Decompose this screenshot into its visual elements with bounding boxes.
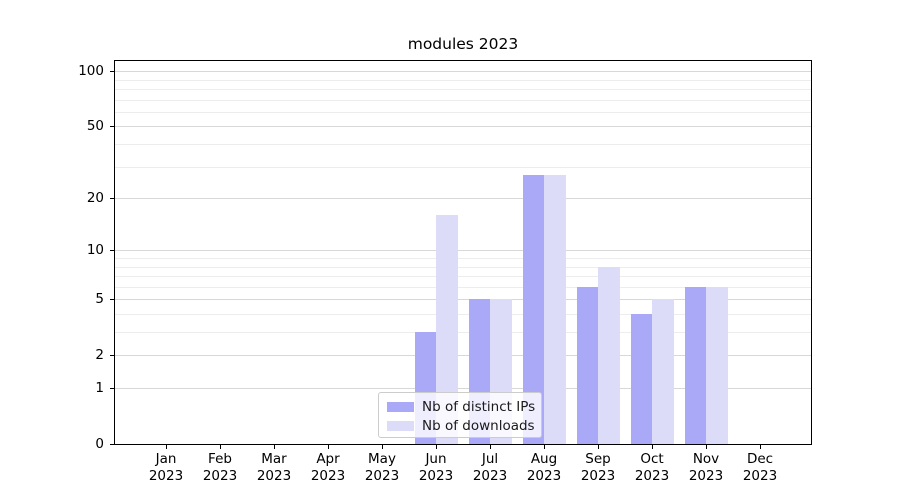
y-label-0: 0 xyxy=(95,436,104,452)
x-tick-mar xyxy=(273,445,275,449)
x-label-feb: Feb 2023 xyxy=(202,451,238,484)
x-tick-jun xyxy=(435,445,437,449)
x-tick-dec xyxy=(759,445,761,449)
legend-swatch-distinct-ips xyxy=(387,402,414,412)
gridline-minor-9 xyxy=(115,258,811,259)
gridline-minor-90 xyxy=(115,79,811,81)
legend: Nb of distinct IPs Nb of downloads xyxy=(378,392,542,438)
x-tick-apr xyxy=(327,445,329,449)
gridline-minor-40 xyxy=(115,144,811,146)
legend-swatch-downloads xyxy=(387,421,414,431)
legend-row-distinct-ips: Nb of distinct IPs xyxy=(387,398,536,416)
chart-title: modules 2023 xyxy=(407,35,519,53)
y-tick-2 xyxy=(110,355,114,356)
gridline-minor-30 xyxy=(115,166,811,168)
y-label-1: 1 xyxy=(95,380,104,396)
x-tick-sep xyxy=(597,445,599,449)
x-tick-feb xyxy=(219,445,221,449)
gridline-minor-3 xyxy=(115,332,811,334)
x-label-may: May 2023 xyxy=(364,451,400,484)
bar-downloads-oct xyxy=(652,299,674,444)
y-tick-100 xyxy=(110,71,114,72)
gridline-major-50 xyxy=(115,126,811,128)
bar-distinct-ips-nov xyxy=(684,287,706,444)
bar-downloads-sep xyxy=(598,267,620,444)
bar-distinct-ips-sep xyxy=(576,287,598,444)
y-label-10: 10 xyxy=(86,242,104,258)
x-label-sep: Sep 2023 xyxy=(580,451,616,484)
y-label-100: 100 xyxy=(78,63,104,79)
x-label-apr: Apr 2023 xyxy=(310,451,346,484)
gridline-minor-4 xyxy=(115,313,811,315)
bar-downloads-nov xyxy=(706,287,728,444)
gridline-minor-70 xyxy=(115,99,811,101)
gridline-major-2 xyxy=(115,355,811,357)
y-tick-1 xyxy=(110,388,114,389)
bar-downloads-jun xyxy=(436,215,458,444)
y-label-2: 2 xyxy=(95,347,104,363)
gridline-minor-7 xyxy=(115,276,811,278)
gridline-minor-80 xyxy=(115,89,811,91)
x-label-oct: Oct 2023 xyxy=(634,451,670,484)
x-label-jan: Jan 2023 xyxy=(148,451,184,484)
x-label-nov: Nov 2023 xyxy=(688,451,724,484)
x-tick-may xyxy=(381,445,383,449)
y-label-20: 20 xyxy=(86,190,104,206)
x-label-dec: Dec 2023 xyxy=(742,451,778,484)
x-tick-aug xyxy=(543,445,545,449)
gridline-major-20 xyxy=(115,198,811,200)
bar-distinct-ips-oct xyxy=(630,314,652,444)
bar-distinct-ips-aug xyxy=(522,175,544,444)
legend-row-downloads: Nb of downloads xyxy=(387,417,535,435)
x-tick-oct xyxy=(651,445,653,449)
bar-downloads-aug xyxy=(544,175,566,444)
y-tick-5 xyxy=(110,299,114,300)
y-tick-50 xyxy=(110,126,114,127)
gridline-minor-60 xyxy=(115,111,811,113)
y-tick-0 xyxy=(110,444,114,445)
x-tick-jul xyxy=(489,445,491,449)
y-tick-10 xyxy=(110,250,114,251)
x-label-jul: Jul 2023 xyxy=(472,451,508,484)
y-label-5: 5 xyxy=(95,291,104,307)
gridline-minor-8 xyxy=(115,266,811,268)
gridline-minor-6 xyxy=(115,286,811,288)
x-tick-jan xyxy=(165,445,167,449)
gridline-major-10 xyxy=(115,250,811,252)
legend-label-distinct-ips: Nb of distinct IPs xyxy=(422,399,536,415)
y-label-50: 50 xyxy=(86,118,104,134)
x-label-jun: Jun 2023 xyxy=(418,451,454,484)
x-label-mar: Mar 2023 xyxy=(256,451,292,484)
gridline-major-100 xyxy=(115,71,811,73)
plot-area: Nb of distinct IPs Nb of downloads xyxy=(114,60,812,445)
x-tick-nov xyxy=(705,445,707,449)
y-tick-20 xyxy=(110,198,114,199)
x-label-aug: Aug 2023 xyxy=(526,451,562,484)
gridline-major-1 xyxy=(115,388,811,389)
gridline-major-5 xyxy=(115,299,811,301)
legend-label-downloads: Nb of downloads xyxy=(422,418,535,434)
